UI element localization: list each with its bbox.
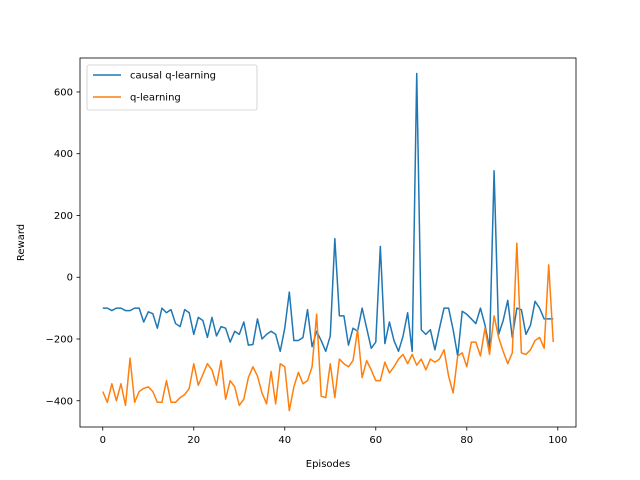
y-tick-label: −400 [46, 396, 73, 407]
y-axis-label: Reward [16, 224, 27, 261]
plot-frame [79, 57, 577, 428]
y-axis-ticks: −400 −200 0 200 400 600 [46, 87, 80, 407]
x-axis-label: Episodes [306, 459, 350, 470]
legend: causal q-learning q-learning [86, 64, 258, 111]
y-tick-label: 0 [67, 273, 73, 284]
y-tick-label: 600 [54, 87, 73, 98]
legend-label-0: causal q-learning [130, 71, 216, 82]
legend-box [86, 64, 258, 111]
x-tick-label: 20 [187, 435, 200, 446]
legend-label-1: q-learning [130, 93, 181, 104]
y-tick-label: 200 [54, 211, 73, 222]
y-tick-label: 400 [54, 149, 73, 160]
series-line-0 [102, 72, 554, 357]
y-tick-label: −200 [46, 334, 73, 345]
plot-area [80, 58, 576, 427]
x-tick-label: 60 [369, 435, 382, 446]
x-tick-label: 40 [278, 435, 291, 446]
series-line-1 [102, 242, 554, 412]
x-tick-label: 80 [460, 435, 473, 446]
x-axis-ticks: 0 20 40 60 80 100 [100, 427, 567, 446]
series-lines [102, 72, 554, 412]
x-tick-label: 0 [100, 435, 106, 446]
x-tick-label: 100 [548, 435, 567, 446]
